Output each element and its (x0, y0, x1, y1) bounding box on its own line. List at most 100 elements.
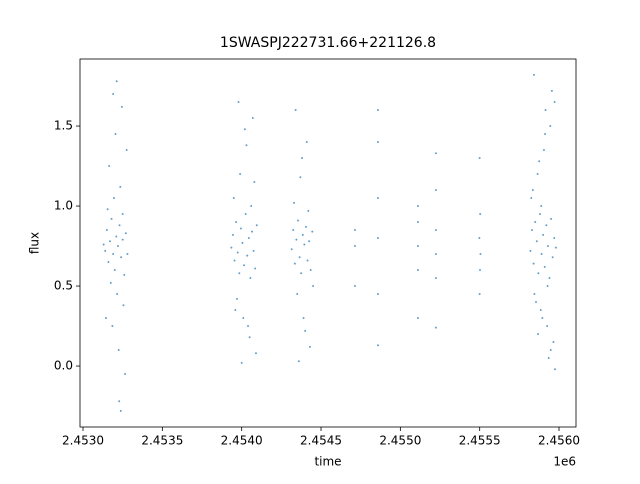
point (106, 208, 109, 211)
x-tick-label: 2.4550 (379, 434, 421, 448)
point (434, 253, 437, 256)
point (353, 285, 356, 288)
point (108, 240, 111, 243)
point (254, 267, 257, 270)
point (376, 237, 379, 240)
point (478, 293, 481, 296)
point (532, 73, 535, 76)
point (298, 256, 301, 259)
point (553, 101, 556, 104)
point (434, 189, 437, 192)
y-tick-label: 0.5 (54, 279, 73, 293)
point (304, 225, 307, 228)
point (124, 232, 127, 235)
point (293, 262, 296, 265)
point (553, 237, 556, 240)
point (479, 213, 482, 216)
point (478, 237, 481, 240)
point (239, 173, 242, 176)
point (236, 251, 239, 254)
point (304, 329, 307, 332)
point (538, 213, 541, 216)
point (111, 325, 114, 328)
point (535, 240, 538, 243)
chart-title: 1SWASPJ222731.66+221126.8 (220, 35, 436, 51)
point (544, 109, 547, 112)
point (416, 269, 419, 272)
point (290, 248, 293, 251)
point (235, 297, 238, 300)
x-tick-label: 2.4560 (538, 434, 580, 448)
point (552, 341, 555, 344)
point (113, 269, 116, 272)
x-tick-label: 2.4540 (221, 434, 263, 448)
point (231, 233, 234, 236)
point (416, 221, 419, 224)
x-tick-label: 2.4555 (459, 434, 501, 448)
point (545, 224, 548, 227)
point (234, 309, 237, 312)
point (248, 336, 251, 339)
point (125, 149, 128, 152)
point (120, 105, 123, 108)
point (120, 256, 123, 259)
y-tick-label: 1.5 (54, 119, 73, 133)
point (296, 293, 299, 296)
point (105, 229, 108, 232)
point (301, 233, 304, 236)
point (247, 325, 250, 328)
point (110, 217, 113, 220)
point (244, 213, 247, 216)
point (308, 345, 311, 348)
point (479, 269, 482, 272)
point (311, 230, 314, 233)
point (299, 176, 302, 179)
point (241, 241, 244, 244)
point (233, 259, 236, 262)
point (114, 133, 117, 136)
point (246, 254, 249, 257)
point (126, 253, 129, 256)
point (297, 219, 300, 222)
point (303, 243, 306, 246)
point (118, 224, 121, 227)
point (112, 93, 115, 96)
point (434, 229, 437, 232)
x-tick-label: 2.4535 (141, 434, 183, 448)
point (124, 373, 127, 376)
point (307, 209, 310, 212)
point (293, 201, 296, 204)
point (295, 238, 298, 241)
point (546, 245, 549, 248)
point (353, 245, 356, 248)
point (547, 357, 550, 360)
point (544, 133, 547, 136)
point (123, 273, 126, 276)
point (116, 245, 119, 248)
point (240, 361, 243, 364)
point (376, 197, 379, 200)
point (105, 317, 108, 320)
point (539, 309, 542, 312)
point (230, 246, 233, 249)
point (115, 80, 118, 83)
x-axis-label: time (314, 455, 341, 469)
point (546, 325, 549, 328)
point (353, 229, 356, 232)
point (548, 277, 551, 280)
point (250, 230, 253, 233)
point (122, 304, 125, 307)
point (247, 237, 250, 240)
point (542, 233, 545, 236)
point (121, 238, 124, 241)
point (115, 235, 118, 238)
point (531, 189, 534, 192)
point (376, 344, 379, 347)
point (294, 109, 297, 112)
point (538, 160, 541, 163)
point (546, 285, 549, 288)
point (243, 264, 246, 267)
point (116, 293, 119, 296)
point (254, 352, 257, 355)
